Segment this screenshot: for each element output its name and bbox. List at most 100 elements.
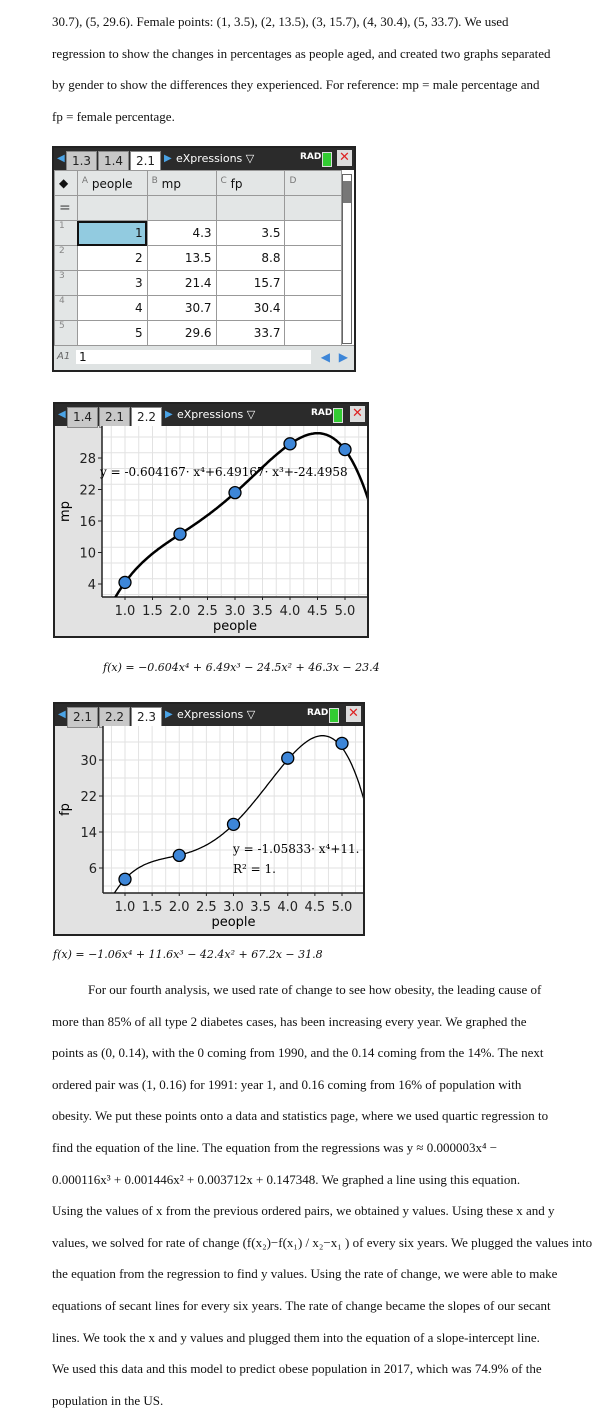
column-header[interactable]: D xyxy=(284,170,342,196)
text-line: We used this data and this model to pred… xyxy=(52,1361,542,1377)
row-number: 3 xyxy=(54,270,78,296)
x-tick-label: 3.0 xyxy=(223,900,244,915)
y-tick-label: 30 xyxy=(80,754,97,769)
cell-people[interactable]: 3 xyxy=(76,270,148,296)
nav-left-icon[interactable]: ◀ xyxy=(320,350,330,364)
cell-d[interactable] xyxy=(284,245,342,271)
tab-1-4[interactable]: 1.4 xyxy=(98,151,129,172)
data-point xyxy=(281,751,295,765)
x-tick-label: 1.5 xyxy=(142,604,163,619)
close-icon[interactable]: ✕ xyxy=(350,406,365,422)
cell-fp[interactable]: 30.4 xyxy=(215,295,286,321)
document-name[interactable]: eXpressions ▽ xyxy=(176,152,255,165)
cell-people[interactable]: 2 xyxy=(76,245,148,271)
tab-left-arrow-icon[interactable]: ◀ xyxy=(57,153,65,164)
cell-fp[interactable]: 3.5 xyxy=(215,220,286,246)
text-line: values, we solved for rate of change (f(… xyxy=(52,1234,593,1250)
cell-d[interactable] xyxy=(284,270,342,296)
tab-1-3[interactable]: 1.3 xyxy=(66,151,97,172)
cell-fp[interactable]: 15.7 xyxy=(215,270,286,296)
close-icon[interactable]: ✕ xyxy=(346,706,361,722)
x-tick-label: 5.0 xyxy=(332,900,353,915)
column-name: mp xyxy=(161,176,181,191)
tab[interactable]: 2.1 xyxy=(99,407,130,428)
cell-mp[interactable]: 4.3 xyxy=(146,220,217,246)
tab[interactable]: 2.2 xyxy=(99,707,130,728)
text-line: lines. We took the x and y values and pl… xyxy=(52,1329,540,1345)
battery-icon xyxy=(322,152,332,167)
cell-d[interactable] xyxy=(284,220,342,246)
x-tick-label: 3.5 xyxy=(252,604,273,619)
battery-icon xyxy=(329,708,339,723)
y-tick-label: 10 xyxy=(79,547,96,562)
tab-active[interactable]: 2.2 xyxy=(131,407,162,428)
formula-row-label: = xyxy=(54,195,78,221)
close-icon[interactable]: ✕ xyxy=(337,150,352,166)
cell-d[interactable] xyxy=(284,320,342,346)
formula-cell[interactable] xyxy=(215,195,286,221)
x-tick-label: 4.0 xyxy=(280,604,301,619)
y-tick-label: 22 xyxy=(80,790,97,805)
cell-people[interactable]: 4 xyxy=(76,295,148,321)
table-row: 4 4 30.7 30.4 xyxy=(54,295,342,321)
x-tick-label: 3.0 xyxy=(225,604,246,619)
cell-mp[interactable]: 30.7 xyxy=(146,295,217,321)
battery-icon xyxy=(333,408,343,423)
entry-line[interactable]: A1 1 ◀ ▶ xyxy=(54,345,354,370)
data-point xyxy=(173,527,187,541)
cell-mp[interactable]: 21.4 xyxy=(146,270,217,296)
angle-mode: RAD xyxy=(300,152,322,162)
table-row: 1 1 4.3 3.5 xyxy=(54,220,342,246)
column-header[interactable]: B mp xyxy=(146,170,217,196)
data-point xyxy=(172,848,186,863)
cell-people[interactable]: 1 xyxy=(76,220,148,246)
tab-2-1[interactable]: 2.1 xyxy=(130,151,161,172)
tab-active[interactable]: 2.3 xyxy=(131,707,162,728)
document-name[interactable]: eXpressions ▽ xyxy=(177,708,256,721)
regression-curve xyxy=(113,735,363,893)
data-point xyxy=(228,486,242,500)
calc-tab-bar: ◀ 1.4 2.1 2.2 ▶ eXpressions ▽ RAD ✕ xyxy=(55,404,367,428)
tab[interactable]: 2.1 xyxy=(67,707,98,728)
table-row: 2 2 13.5 8.8 xyxy=(54,245,342,271)
calc-tab-bar: ◀ 2.1 2.2 2.3 ▶ eXpressions ▽ RAD ✕ xyxy=(55,704,363,728)
scatter-plot[interactable]: 1.0 1.5 2.0 2.5 3.0 3.5 4.0 4.5 5.0 4 10 16 22 28 peop… xyxy=(55,404,367,636)
y-tick-label: 22 xyxy=(79,484,96,499)
cell-people[interactable]: 5 xyxy=(76,320,148,346)
text-line: 30.7), (5, 29.6). Female points: (1, 3.5… xyxy=(52,14,509,29)
column-name: fp xyxy=(230,176,243,191)
tab[interactable]: 1.4 xyxy=(67,407,98,428)
nav-right-icon[interactable]: ▶ xyxy=(338,350,348,364)
document-name[interactable]: eXpressions ▽ xyxy=(177,408,256,421)
tab-right-arrow-icon[interactable]: ▶ xyxy=(164,153,172,164)
text-line: ordered pair was (1, 0.16) for 1991: yea… xyxy=(52,1076,522,1092)
entry-value[interactable]: 1 xyxy=(76,350,311,364)
cell-d[interactable] xyxy=(284,295,342,321)
y-axis-label: fp xyxy=(58,803,73,816)
text-line: regression to show the changes in percen… xyxy=(52,45,551,61)
formula-cell[interactable] xyxy=(284,195,342,221)
regression-curve xyxy=(114,431,367,597)
y-tick-label: 14 xyxy=(80,826,97,841)
cell-fp[interactable]: 8.8 xyxy=(215,245,286,271)
scatter-plot[interactable]: 1.0 1.5 2.0 2.5 3.0 3.5 4.0 4.5 5.0 6 14 22 30 people… xyxy=(55,704,363,934)
tab-right-arrow-icon[interactable]: ▶ xyxy=(165,409,173,420)
cell-mp[interactable]: 29.6 xyxy=(146,320,217,346)
data-point xyxy=(283,437,297,451)
cell-fp[interactable]: 33.7 xyxy=(215,320,286,346)
tab-left-arrow-icon[interactable]: ◀ xyxy=(58,709,66,720)
x-tick-label: 4.5 xyxy=(307,604,328,619)
column-header[interactable]: C fp xyxy=(215,170,286,196)
tab-right-arrow-icon[interactable]: ▶ xyxy=(165,709,173,720)
scrollbar[interactable] xyxy=(342,174,352,344)
x-tick-label: 1.0 xyxy=(115,604,136,619)
select-all-icon[interactable]: ◆ xyxy=(54,170,78,196)
formula-cell[interactable] xyxy=(146,195,217,221)
text-line: 0.000116x³ + 0.001446x² + 0.003712x + 0.… xyxy=(52,1171,521,1187)
tab-left-arrow-icon[interactable]: ◀ xyxy=(58,409,66,420)
cell-mp[interactable]: 13.5 xyxy=(146,245,217,271)
female-regression-formula: f(x) = −1.06x⁴ + 11.6x³ − 42.4x² + 67.2x… xyxy=(53,948,323,961)
formula-cell[interactable] xyxy=(76,195,148,221)
column-header[interactable]: A people xyxy=(76,170,148,196)
